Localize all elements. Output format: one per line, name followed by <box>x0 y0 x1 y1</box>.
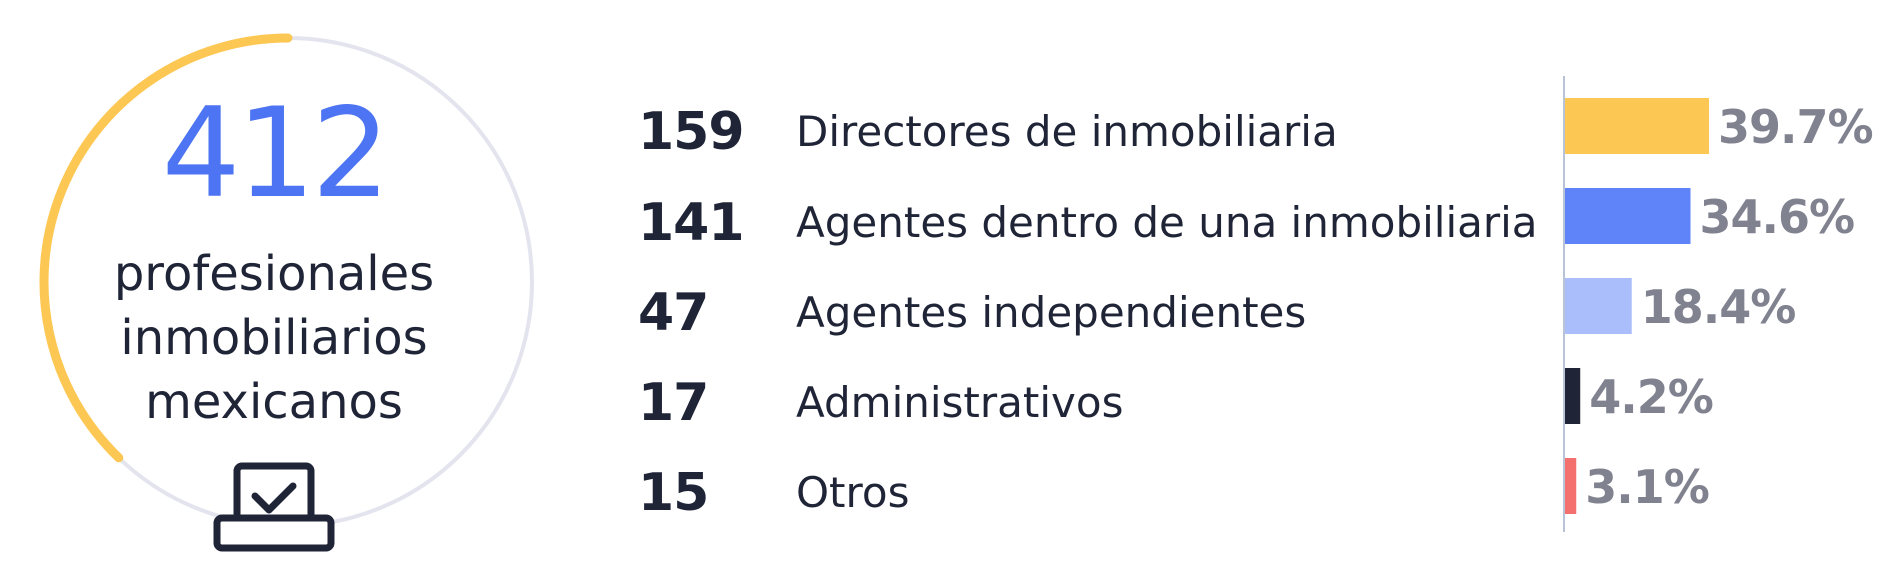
row-label-administrativos: Administrativos <box>796 378 1124 427</box>
total-caption-line-1: profesionales <box>113 246 435 302</box>
row-count-otros: 15 <box>638 463 709 523</box>
row-label-agentes-independientes: Agentes independientes <box>796 288 1307 337</box>
row-label-agentes-inmobiliaria: Agentes dentro de una inmobiliaria <box>796 198 1538 247</box>
row-count-agentes-independientes: 47 <box>638 283 709 343</box>
bar-directores-de-inmobiliaria <box>1565 98 1709 154</box>
row-count-administrativos: 17 <box>638 373 709 433</box>
ring-progress-arc <box>39 33 293 463</box>
bar-agentes-dentro-de-una-inmobiliaria <box>1565 188 1691 244</box>
bar-value-label-agentes-dentro-de-una-inmobiliaria: 34.6% <box>1700 190 1855 244</box>
bar-value-label-directores-de-inmobiliaria: 39.7% <box>1718 100 1873 154</box>
row-label-directores: Directores de inmobiliaria <box>796 107 1338 156</box>
bar-otros <box>1565 458 1577 514</box>
bar-agentes-independientes <box>1565 278 1632 334</box>
total-count: 412 <box>161 82 391 226</box>
bar-value-label-agentes-independientes: 18.4% <box>1641 280 1796 334</box>
bar-administrativos <box>1565 368 1581 424</box>
total-caption-line-2: inmobiliarios <box>120 310 428 366</box>
bar-value-label-administrativos: 4.2% <box>1589 370 1713 424</box>
bar-value-label-otros: 3.1% <box>1585 460 1709 514</box>
row-count-directores: 159 <box>638 102 745 162</box>
laptop-check-icon <box>213 462 335 552</box>
total-caption-line-3: mexicanos <box>145 374 403 430</box>
bar-chart: 39.7% 34.6% 18.4% 4.2% 3.1% <box>1563 76 1874 532</box>
row-label-otros: Otros <box>796 468 910 517</box>
row-count-agentes-inmobiliaria: 141 <box>638 193 745 253</box>
